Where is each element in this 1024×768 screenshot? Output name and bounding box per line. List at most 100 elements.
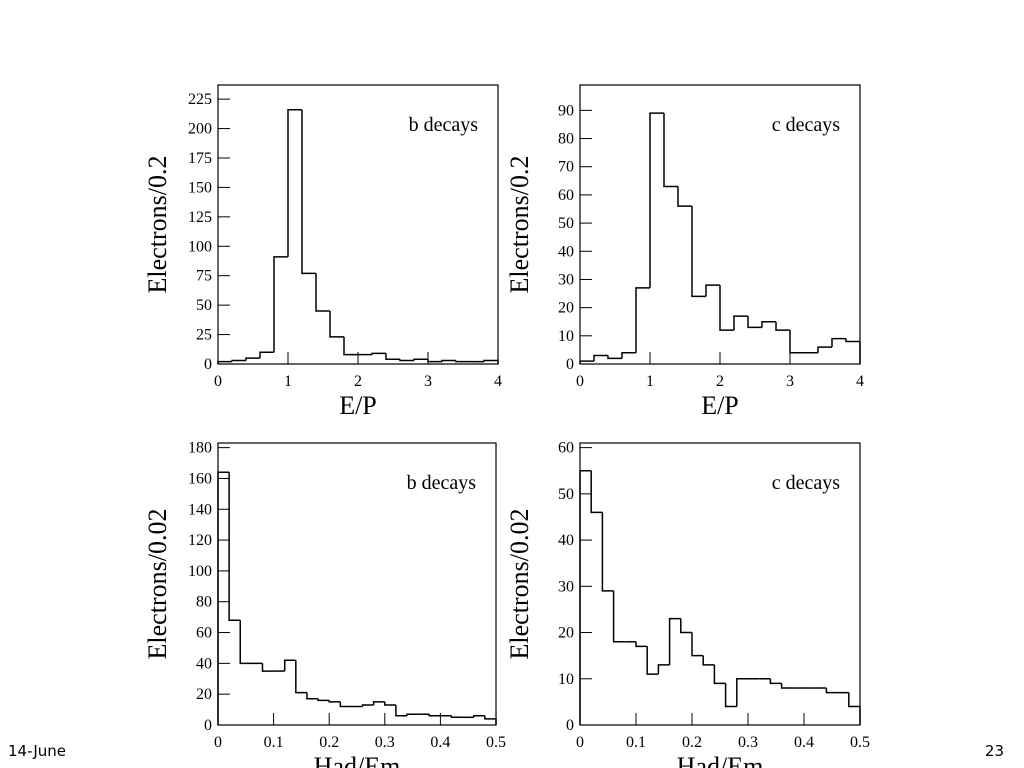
y-tick-label: 80 [196, 594, 212, 611]
histogram-bar [361, 704, 374, 707]
y-tick-label: 40 [558, 532, 574, 549]
y-tick-label: 70 [558, 159, 574, 176]
histogram-bar [455, 360, 470, 363]
x-tick-label: 0.5 [850, 734, 870, 751]
histogram-bar [677, 186, 692, 207]
histogram-bar [769, 678, 782, 685]
x-tick-label: 0.4 [794, 734, 814, 751]
histogram-bar [317, 698, 330, 702]
histogram-bar [668, 617, 681, 665]
histogram-bar [295, 660, 307, 694]
histogram-bar [441, 359, 456, 362]
histogram-bar [372, 701, 385, 705]
y-tick-label: 50 [558, 486, 574, 503]
histogram-bar [825, 688, 838, 694]
histogram-bar [328, 700, 341, 703]
histogram-bar [702, 655, 715, 666]
histogram-bar [399, 359, 414, 362]
x-tick-label: 0.3 [738, 734, 758, 751]
y-tick-label: 0 [566, 717, 574, 734]
y-tick-label: 140 [188, 501, 212, 518]
histogram-bar [761, 320, 776, 328]
x-tick-label: 2 [716, 373, 724, 390]
histogram-bar [601, 512, 614, 592]
x-tick-label: 4 [494, 373, 502, 390]
histogram-bar [484, 715, 497, 725]
y-tick-label: 50 [558, 215, 574, 232]
histogram-bar [593, 354, 608, 362]
histogram-bar [217, 471, 230, 725]
histogram-bar [635, 641, 648, 648]
x-tick-label: 0.3 [375, 734, 395, 751]
histogram-bar [705, 284, 720, 297]
x-axis-label: Had/Em [677, 752, 764, 768]
histogram-bar [395, 704, 408, 717]
histogram-bar [646, 646, 659, 675]
y-tick-label: 60 [558, 440, 574, 457]
x-tick-label: 0 [214, 734, 222, 751]
x-tick-label: 0.1 [626, 734, 646, 751]
y-tick-label: 30 [558, 578, 574, 595]
x-tick-label: 2 [354, 373, 362, 390]
y-axis-label: Electrons/0.2 [143, 156, 172, 294]
y-tick-label: 25 [196, 327, 212, 344]
y-tick-label: 40 [196, 655, 212, 672]
histogram-bar [329, 311, 344, 338]
plot-frame [579, 442, 861, 726]
histogram-bar [789, 330, 804, 354]
y-tick-label: 10 [558, 328, 574, 345]
y-tick-label: 180 [188, 440, 212, 457]
x-tick-label: 4 [856, 373, 864, 390]
histogram-bar [691, 206, 706, 298]
x-tick-label: 0.2 [682, 734, 702, 751]
histogram-bar [315, 273, 330, 312]
y-tick-label: 0 [566, 356, 574, 373]
histogram-bar [231, 359, 246, 362]
footer-date: 14-June [8, 742, 66, 760]
histogram-bar [273, 256, 288, 353]
histogram-bar [719, 285, 734, 331]
histogram-bar [579, 469, 592, 725]
histogram-bar [239, 620, 252, 665]
y-tick-label: 75 [196, 268, 212, 285]
footer-page: 23 [985, 742, 1004, 760]
y-tick-label: 20 [558, 625, 574, 642]
x-axis-label: Had/Em [314, 752, 401, 768]
y-tick-label: 225 [188, 91, 212, 108]
y-tick-label: 120 [188, 532, 212, 549]
x-tick-label: 0.5 [486, 734, 506, 751]
histogram-bar [607, 355, 622, 360]
histogram-bar [680, 618, 692, 634]
histogram-bar [635, 287, 650, 353]
x-tick-label: 0.2 [319, 734, 339, 751]
x-axis-label: E/P [701, 391, 739, 420]
histogram-bar [473, 715, 485, 718]
y-tick-label: 150 [188, 179, 212, 196]
histogram-bar [343, 336, 358, 356]
y-axis-label: Electrons/0.02 [143, 509, 172, 660]
y-tick-label: 90 [558, 102, 574, 119]
histogram-bar [283, 659, 296, 672]
histogram-bar [831, 337, 846, 348]
histogram-bar [590, 470, 603, 514]
x-tick-label: 3 [424, 373, 432, 390]
annotation: b decays [409, 114, 479, 136]
histogram-bar [817, 346, 832, 353]
x-tick-label: 0 [576, 734, 584, 751]
histogram-bar [724, 683, 737, 708]
y-tick-label: 60 [196, 625, 212, 642]
histogram-bar [306, 692, 319, 700]
y-tick-label: 10 [558, 671, 574, 688]
x-tick-label: 3 [786, 373, 794, 390]
histogram-bar [261, 663, 274, 672]
histogram-bar [649, 112, 664, 288]
y-tick-label: 80 [558, 131, 574, 148]
plot-frame [217, 442, 497, 726]
histogram-bar [228, 472, 241, 621]
y-tick-label: 100 [188, 238, 212, 255]
histogram-bar [612, 590, 625, 643]
histogram-bar [733, 315, 748, 331]
y-tick-label: 60 [558, 187, 574, 204]
histogram-bar [301, 109, 316, 275]
